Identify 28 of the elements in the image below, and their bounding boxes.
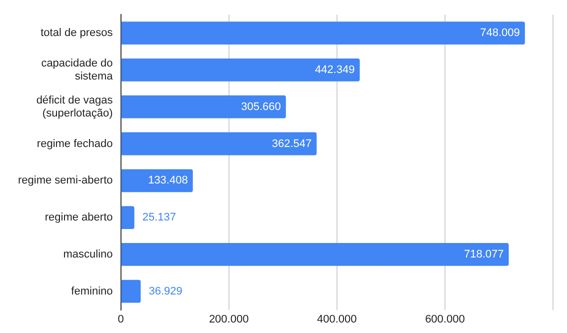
y-tick-label: regime semi-aberto [18,174,113,187]
data-label: 718.077 [464,248,504,260]
data-label: 25.137 [142,212,176,224]
bar [121,132,317,156]
y-tick-label: total de presos [40,27,114,40]
data-label: 748.009 [480,27,520,40]
data-label: 362.547 [272,138,312,150]
x-tick-label: 200.000 [208,313,249,326]
x-tick-label: 600.000 [425,313,465,326]
data-label: 305.660 [241,100,281,113]
bar [121,243,509,266]
x-tick-label: 400.000 [316,313,357,326]
y-tick-label: feminino [71,285,113,298]
data-label: 133.408 [148,174,188,187]
y-tick-label: regime fechado [36,138,113,150]
data-label: 442.349 [314,64,355,76]
y-tick-label: masculino [63,248,113,260]
x-tick-label: 0 [118,313,124,326]
bar [121,280,141,303]
y-tick-label: déficit de vagas (superlotação) [36,94,114,120]
bar [121,169,193,192]
bar [121,95,286,118]
bar [121,206,134,229]
bar [121,58,360,82]
y-tick-label: regime aberto [44,212,113,224]
bar [121,22,525,44]
y-tick-label: capacidade do sistema [41,57,114,83]
data-label: 36.929 [148,285,182,298]
